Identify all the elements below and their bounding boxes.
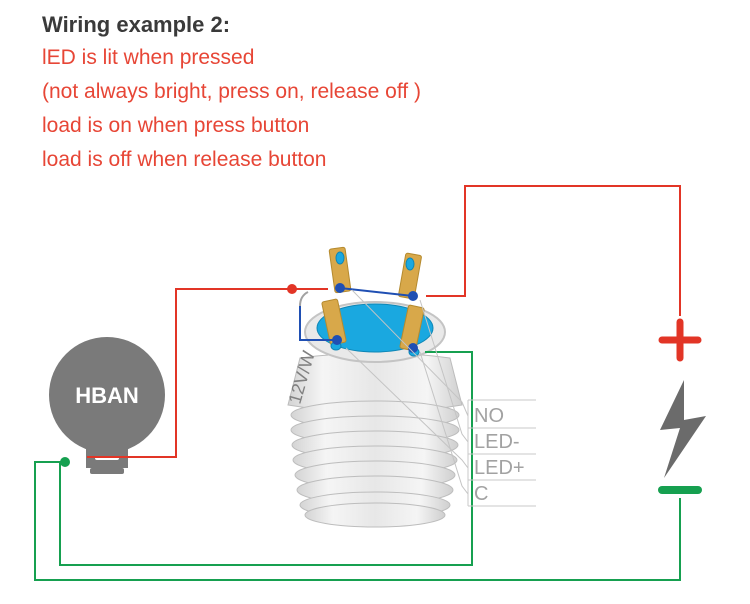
- pin-label-box: NO LED- LED+ C: [468, 400, 536, 506]
- wire-red-ledminus-to-plus: [426, 186, 680, 316]
- pin-label-ledp: LED+: [474, 457, 525, 479]
- bulb-brand-label: HBAN: [75, 383, 139, 408]
- pin-label-c: C: [474, 483, 488, 505]
- wiring-svg: 12V/W: [0, 0, 750, 604]
- pin-label-ledm: LED-: [474, 431, 520, 453]
- lightning-icon: [660, 380, 706, 478]
- wiring-diagram: Wiring example 2: lED is lit when presse…: [0, 0, 750, 604]
- bulb-load: HBAN: [49, 337, 165, 474]
- plus-icon: [662, 322, 698, 358]
- pin-label-no: NO: [474, 405, 504, 427]
- power-supply: [660, 322, 706, 490]
